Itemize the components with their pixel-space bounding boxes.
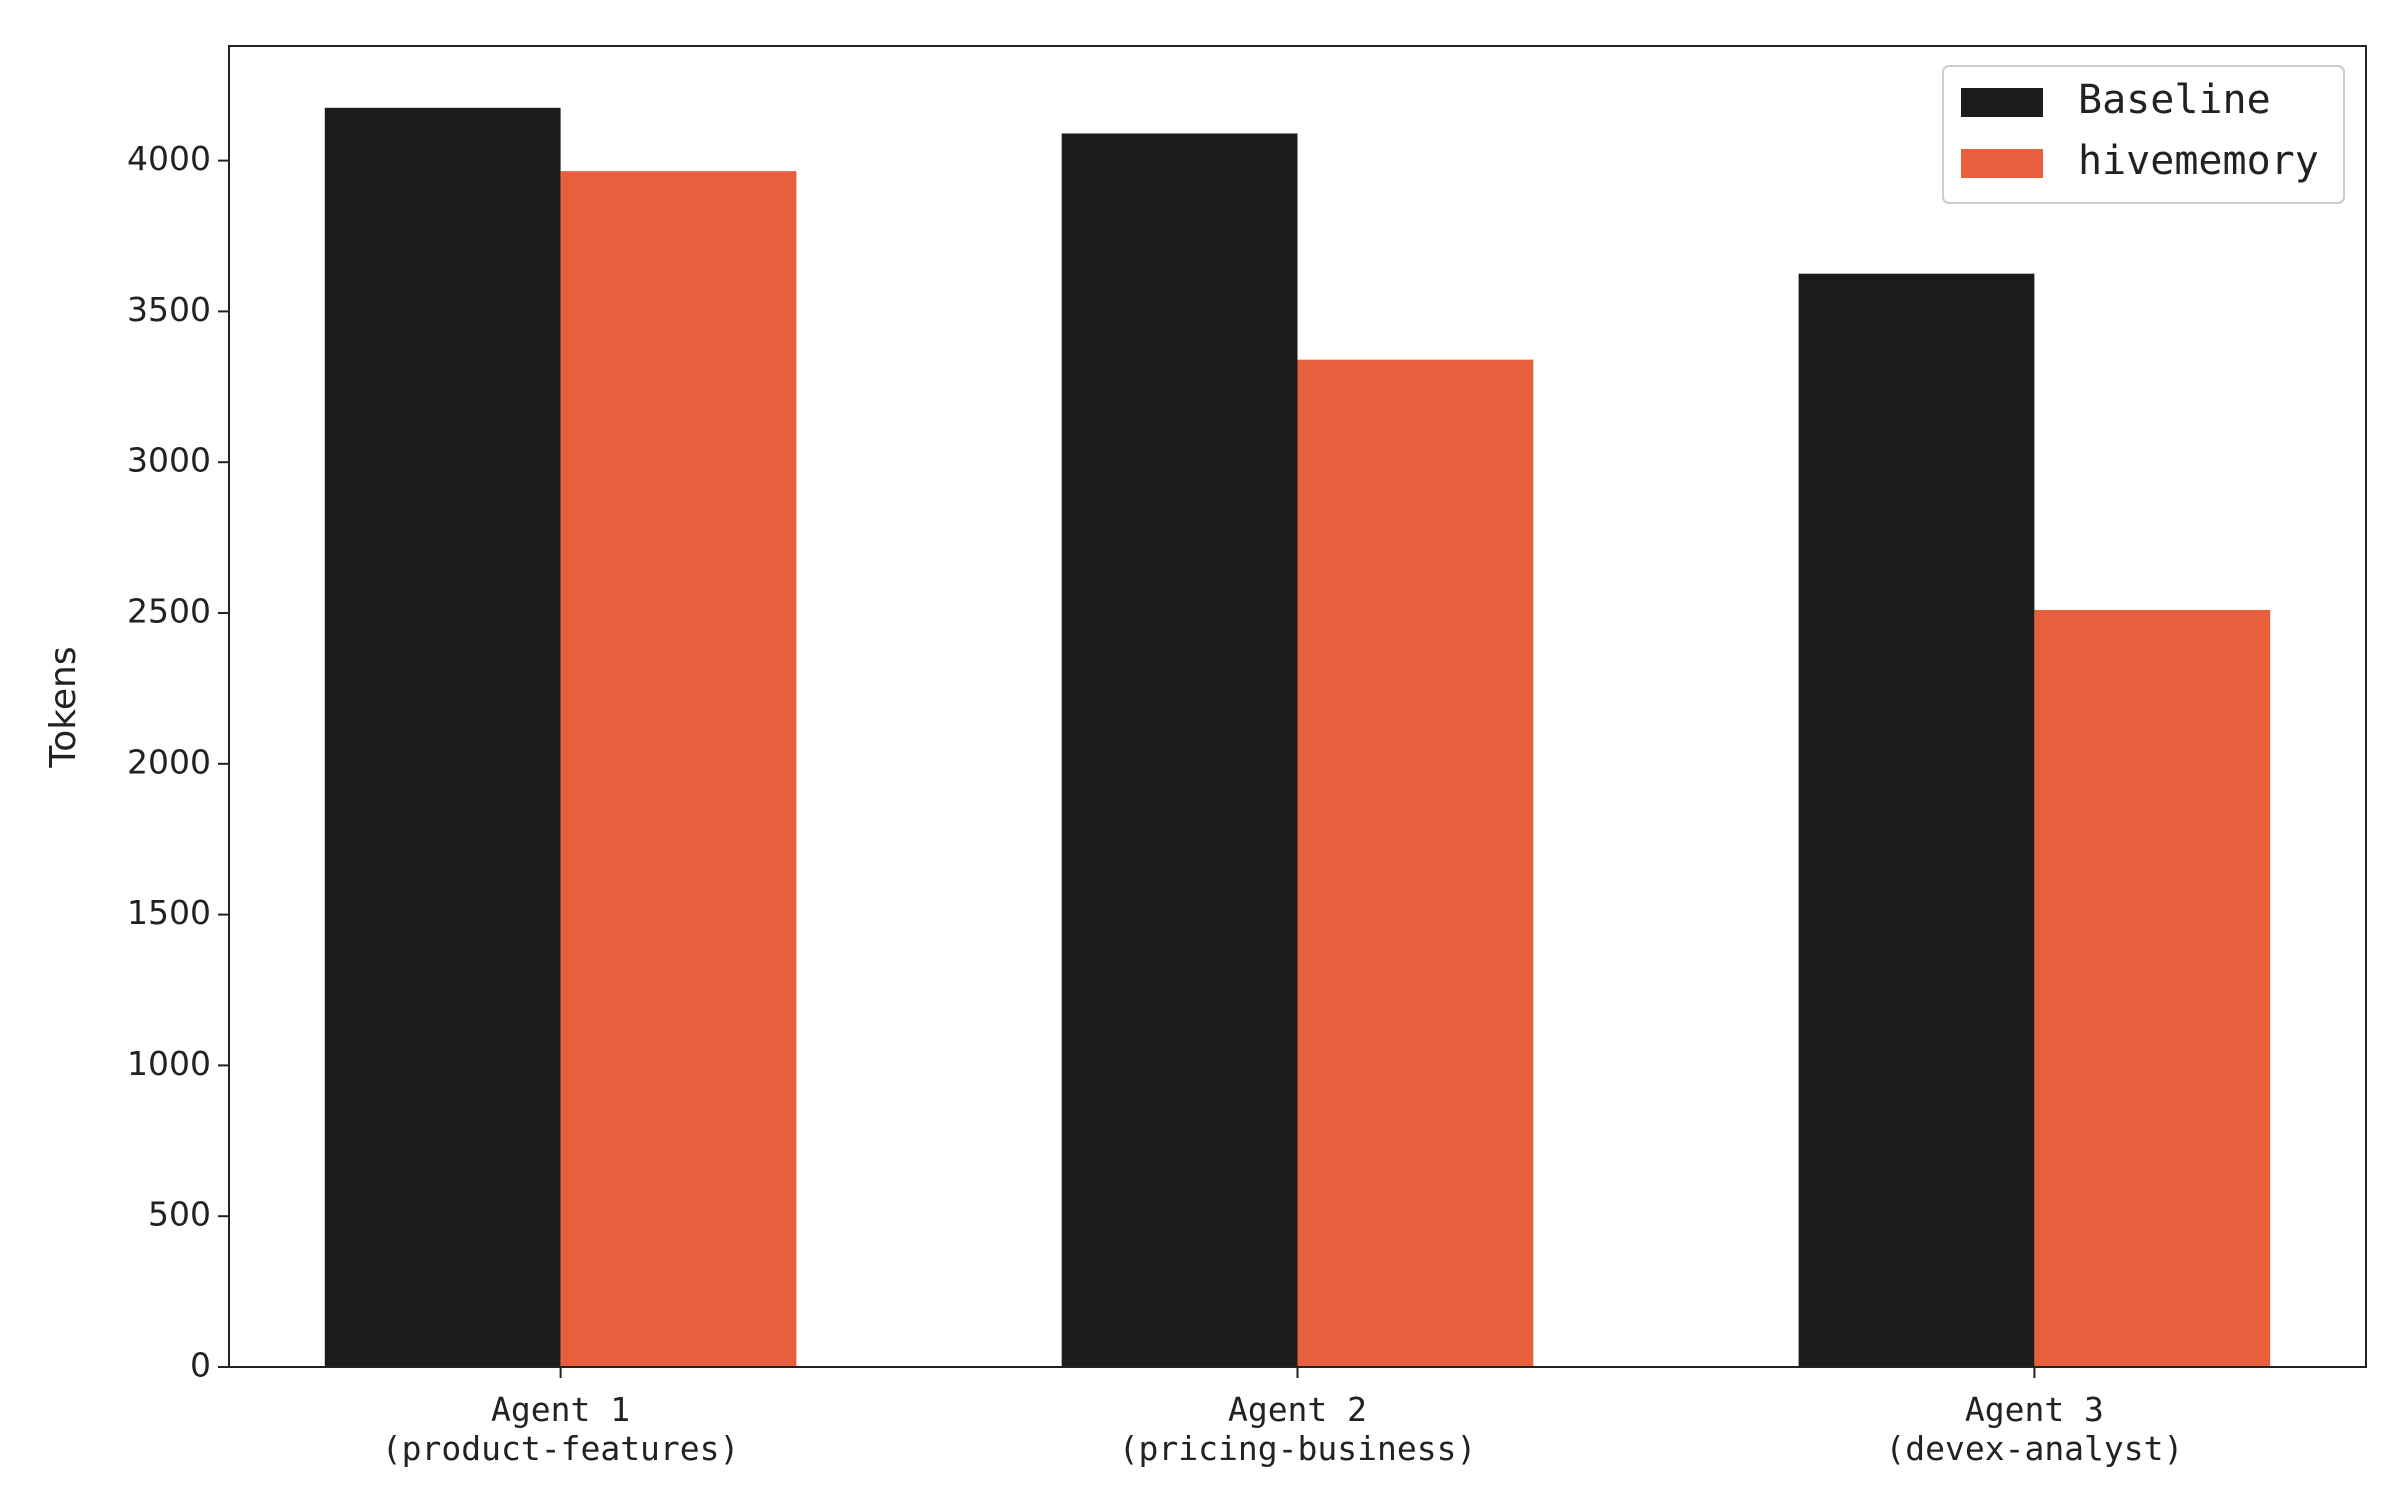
x-tick-label: Agent 2 (pricing-business) <box>1118 1390 1477 1468</box>
legend-box <box>1942 65 2345 204</box>
bar <box>2034 609 2271 1367</box>
y-tick-label: 4000 <box>127 139 211 178</box>
y-tick-label: 3000 <box>127 441 211 480</box>
y-axis-label: Tokens <box>43 646 84 768</box>
legend-swatch <box>1961 149 2043 178</box>
legend-label: Baseline <box>2078 77 2271 123</box>
bar <box>1061 133 1298 1367</box>
x-tick-label: Agent 1 (product-features) <box>381 1390 740 1468</box>
bar <box>324 107 561 1367</box>
legend-label: hivememory <box>2078 138 2319 184</box>
y-tick-label: 3500 <box>127 290 211 329</box>
bar <box>1798 273 2035 1367</box>
y-tick-label: 2000 <box>127 742 211 781</box>
legend-swatch <box>1961 88 2043 117</box>
y-tick-label: 1500 <box>127 893 211 932</box>
x-tick-label: Agent 3 (devex-analyst) <box>1885 1390 2184 1468</box>
bar <box>560 171 797 1368</box>
bar <box>1297 359 1534 1367</box>
legend: Baseline hivememory <box>1942 65 2345 204</box>
y-tick-label: 1000 <box>127 1044 211 1083</box>
y-tick-label: 500 <box>148 1195 211 1234</box>
y-tick-label: 0 <box>190 1346 211 1385</box>
y-tick-label: 2500 <box>127 592 211 631</box>
plot-frame <box>228 45 2367 1368</box>
